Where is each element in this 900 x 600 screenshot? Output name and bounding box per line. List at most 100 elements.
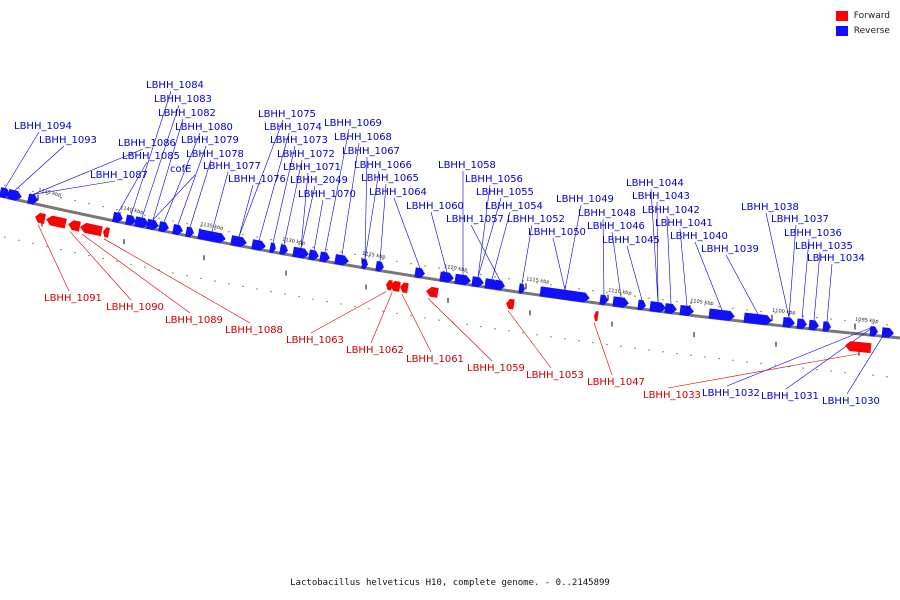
reverse-gene-label: LBHH_1039 <box>701 244 759 255</box>
scale-dot <box>872 374 874 377</box>
reverse-gene-label: LBHH_1052 <box>507 214 565 225</box>
reverse-gene-leader <box>341 142 360 256</box>
scale-dot <box>18 239 20 242</box>
reverse-gene-leader <box>765 212 790 318</box>
reverse-gene-arrow <box>471 276 484 288</box>
forward-gene-leader <box>427 298 493 362</box>
scale-dot <box>578 288 580 290</box>
scale-dot <box>88 202 90 205</box>
reverse-gene-leader <box>32 180 116 195</box>
reverse-gene-label: LBHH_1050 <box>528 227 586 238</box>
forward-gene-leader <box>69 231 132 301</box>
forward-gene-arrow <box>390 280 401 292</box>
reverse-gene-leader <box>564 204 582 290</box>
reverse-gene-leader <box>611 231 622 298</box>
scale-dot <box>214 228 216 230</box>
scale-dot <box>732 359 734 361</box>
scale-dot <box>74 251 76 254</box>
legend-reverse-label: Reverse <box>853 25 890 36</box>
forward-gene-label: LBHH_1047 <box>587 377 645 388</box>
reverse-gene-leader <box>4 131 40 189</box>
scale-dot <box>340 303 342 305</box>
reverse-gene-arrow <box>612 296 629 308</box>
forward-gene-label: LBHH_1088 <box>225 325 283 336</box>
reverse-gene-leader <box>785 326 875 390</box>
scale-dot <box>564 338 566 340</box>
scale-dot <box>732 307 734 309</box>
scale-dot <box>746 309 748 311</box>
reverse-gene-arrow <box>185 226 194 238</box>
reverse-gene-leader <box>725 254 759 315</box>
scale-dot <box>508 278 510 280</box>
scale-dot <box>410 314 412 317</box>
reverse-gene-label: LBHH_1056 <box>465 174 523 185</box>
tick-label: 1125 kbp <box>362 251 386 261</box>
legend-forward-label: Forward <box>853 10 890 21</box>
scale-dot <box>284 293 286 295</box>
reverse-gene-label: LBHH_1048 <box>578 208 636 219</box>
reverse-gene-leader <box>379 183 387 262</box>
scale-dot <box>326 300 328 303</box>
scale-dot <box>88 254 90 257</box>
tick-label: 1100 kbp <box>772 308 796 317</box>
scale-dot <box>32 190 34 193</box>
scale-dot <box>746 361 748 363</box>
reverse-gene-arrow <box>664 303 677 314</box>
reverse-gene-arrow <box>125 214 136 226</box>
scale-dot <box>550 336 552 338</box>
reverse-gene-arrow <box>743 312 772 326</box>
scale-dot <box>130 211 132 214</box>
forward-gene-leader <box>370 292 393 344</box>
reverse-gene-leader <box>211 171 229 232</box>
scale-dot <box>200 225 202 228</box>
tick-label: 1120 kbp <box>444 264 468 274</box>
scale-dot <box>634 347 636 349</box>
scale-dot <box>592 289 594 292</box>
scale-dot <box>676 352 678 355</box>
forward-gene-label: LBHH_1061 <box>406 354 464 365</box>
scale-dot <box>298 243 300 246</box>
scale-dot <box>214 280 216 282</box>
reverse-gene-arrow <box>158 221 169 233</box>
reverse-gene-label: LBHH_1036 <box>784 228 842 239</box>
forward-gene-label: LBHH_1063 <box>286 335 344 346</box>
forward-gene-leader <box>507 310 552 369</box>
forward-gene-label: LBHH_1091 <box>44 293 102 304</box>
reverse-gene-arrow <box>782 316 795 328</box>
forward-gene-arrow <box>386 280 393 291</box>
forward-gene-leader <box>593 322 613 376</box>
scale-dot <box>802 367 804 369</box>
scale-dot <box>368 308 370 310</box>
forward-gene-leader <box>81 233 191 314</box>
reverse-gene-leader <box>300 185 316 249</box>
scale-dot <box>74 199 76 202</box>
reverse-gene-arrow <box>808 319 819 331</box>
scale-dot <box>312 246 314 248</box>
reverse-gene-label: LBHH_1042 <box>642 205 700 216</box>
scale-dot <box>18 187 20 190</box>
scale-dot <box>494 276 496 278</box>
reverse-gene-label: LBHH_1072 <box>277 149 335 160</box>
forward-gene-arrow <box>506 298 515 310</box>
reverse-gene-label: LBHH_1069 <box>324 118 382 129</box>
scale-dot <box>844 371 846 374</box>
reverse-gene-label: LBHH_1041 <box>655 218 713 229</box>
forward-gene-arrow <box>103 227 110 238</box>
forward-gene-arrow <box>35 212 46 224</box>
reverse-gene-leader <box>801 238 810 320</box>
scale-dot <box>816 368 818 371</box>
scale-dot <box>578 340 580 342</box>
reverse-gene-label: LBHH_1049 <box>556 194 614 205</box>
reverse-gene-label: LBHH_1037 <box>771 214 829 225</box>
reverse-gene-leader <box>491 211 511 280</box>
scale-dot <box>256 236 258 238</box>
reverse-gene-arrow <box>172 224 183 236</box>
scale-dot <box>144 266 146 268</box>
reverse-gene-label: LBHH_1085 <box>122 151 180 162</box>
scale-dot <box>522 332 524 334</box>
scale-dot <box>480 325 482 328</box>
reverse-gene-label: LBHH_1080 <box>175 122 233 133</box>
reverse-gene-label: LBHH_1040 <box>670 231 728 242</box>
reverse-gene-leader <box>602 218 605 296</box>
scale-dot <box>648 349 650 351</box>
